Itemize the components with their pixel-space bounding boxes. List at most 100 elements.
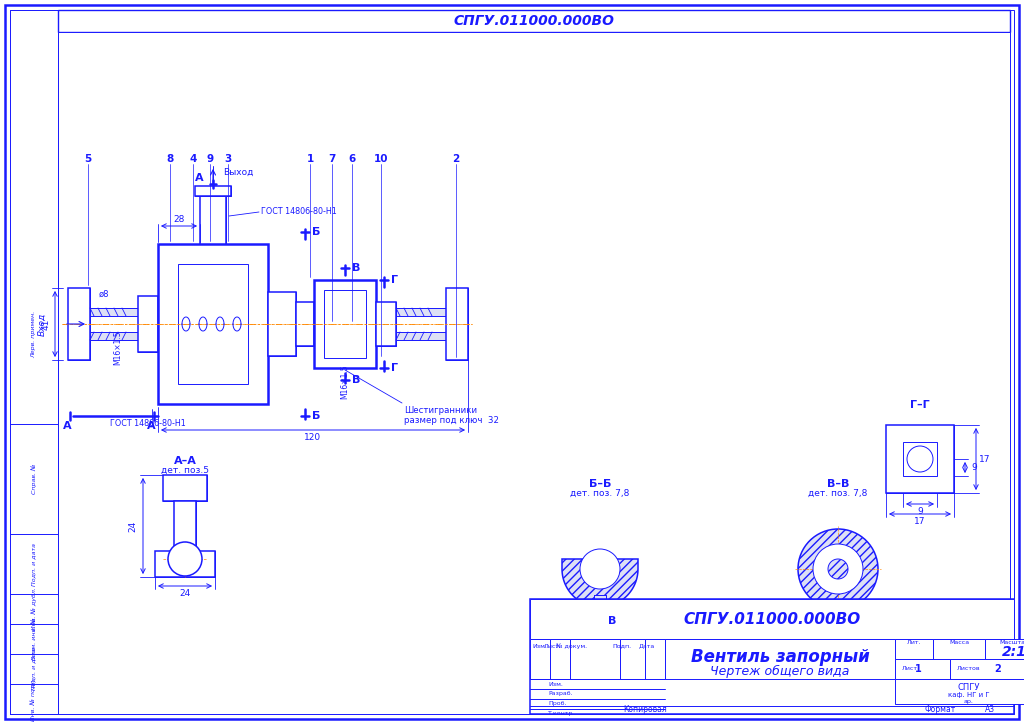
Bar — [314, 280, 376, 368]
Text: Лист: Лист — [544, 644, 560, 649]
Bar — [530, 599, 1014, 639]
Text: 24: 24 — [179, 589, 190, 597]
Bar — [665, 639, 895, 679]
Bar — [195, 186, 231, 196]
Bar — [376, 302, 396, 346]
Bar — [886, 425, 954, 493]
Text: 9: 9 — [207, 154, 214, 164]
Text: 24: 24 — [128, 521, 137, 531]
Text: Справ. №: Справ. № — [31, 464, 37, 494]
Bar — [550, 639, 570, 679]
Text: 120: 120 — [304, 432, 322, 442]
Bar — [895, 679, 1024, 704]
Bar — [376, 302, 396, 346]
Bar — [90, 308, 138, 316]
Text: дет. поз. 7,8: дет. поз. 7,8 — [570, 489, 630, 497]
Circle shape — [828, 559, 848, 579]
Text: 9: 9 — [918, 507, 923, 515]
Bar — [68, 288, 90, 360]
Text: В: В — [352, 263, 360, 273]
Bar — [155, 551, 215, 577]
Text: Изм.: Изм. — [548, 681, 563, 686]
Text: Т.контр.: Т.контр. — [548, 712, 575, 717]
Bar — [903, 442, 937, 476]
Text: Подп.: Подп. — [612, 644, 632, 649]
Bar — [950, 659, 1024, 679]
Bar — [446, 288, 468, 360]
Bar — [10, 10, 58, 714]
Bar — [530, 599, 1014, 714]
Text: Проб.: Проб. — [548, 702, 566, 707]
Text: Г: Г — [391, 363, 398, 373]
Text: 2: 2 — [453, 154, 460, 164]
Text: 41: 41 — [42, 319, 50, 329]
Text: Выход: Выход — [223, 167, 253, 177]
Bar — [138, 296, 158, 352]
Bar — [174, 501, 196, 551]
Text: В–В: В–В — [826, 479, 849, 489]
Text: Чертеж общего вида: Чертеж общего вида — [711, 665, 850, 678]
Text: Б–Б: Б–Б — [589, 479, 611, 489]
Text: 8: 8 — [166, 154, 174, 164]
Bar — [90, 308, 138, 340]
Text: 9: 9 — [971, 463, 977, 471]
Bar — [296, 302, 314, 346]
Text: Изм.: Изм. — [532, 644, 548, 649]
Text: Б: Б — [312, 411, 321, 421]
Bar — [200, 196, 226, 244]
Bar — [594, 595, 606, 609]
Text: СПГУ.011000.000ВО: СПГУ.011000.000ВО — [454, 14, 614, 28]
Text: Подп. и дата: Подп. и дата — [32, 542, 37, 586]
Bar — [530, 639, 550, 679]
Bar — [163, 475, 207, 501]
Text: 17: 17 — [914, 516, 926, 526]
Bar — [933, 639, 985, 659]
Text: ГОСТ 14806-80-Н1: ГОСТ 14806-80-Н1 — [111, 419, 186, 429]
Text: Г–Г: Г–Г — [910, 400, 930, 410]
Circle shape — [168, 542, 202, 576]
Text: Масштаб: Масштаб — [999, 639, 1024, 644]
Circle shape — [813, 544, 863, 594]
Bar — [985, 639, 1024, 659]
Text: 5: 5 — [84, 154, 91, 164]
Text: Разраб.: Разраб. — [548, 691, 572, 696]
Bar — [90, 332, 138, 340]
Text: А: А — [195, 173, 204, 183]
Bar — [886, 425, 954, 493]
Bar — [570, 639, 620, 679]
Bar — [446, 288, 468, 360]
Text: 2: 2 — [994, 664, 1001, 674]
Text: Инв. № дубл.: Инв. № дубл. — [31, 588, 37, 631]
Text: 2:1: 2:1 — [1001, 645, 1024, 659]
Circle shape — [580, 549, 620, 589]
Text: 3: 3 — [224, 154, 231, 164]
Text: 1: 1 — [306, 154, 313, 164]
Text: дет. поз. 7,8: дет. поз. 7,8 — [808, 489, 867, 497]
Text: Дата: Дата — [639, 644, 655, 649]
Text: А: А — [146, 421, 156, 431]
Text: В: В — [608, 616, 616, 626]
Bar — [296, 312, 436, 336]
Circle shape — [798, 529, 878, 609]
Bar — [155, 551, 215, 577]
Bar — [163, 475, 207, 501]
Text: Лист: Лист — [902, 667, 918, 671]
Bar — [296, 302, 314, 346]
Text: Б: Б — [312, 227, 321, 237]
Bar — [268, 292, 296, 356]
Bar — [200, 196, 226, 244]
Text: Взам. инв. №: Взам. инв. № — [32, 618, 37, 660]
Bar — [58, 10, 1010, 32]
Bar — [268, 292, 296, 356]
Text: А: А — [62, 421, 72, 431]
Bar — [174, 501, 196, 551]
Text: 1: 1 — [914, 664, 922, 674]
Bar — [68, 288, 90, 360]
Bar — [138, 296, 158, 352]
Text: Копировал: Копировал — [624, 705, 667, 715]
Text: СПГУ: СПГУ — [957, 683, 980, 691]
Text: Вентиль запорный: Вентиль запорный — [690, 648, 869, 666]
Text: Г: Г — [391, 275, 398, 285]
Text: Подп. и дата: Подп. и дата — [32, 647, 37, 691]
Text: В: В — [352, 375, 360, 385]
